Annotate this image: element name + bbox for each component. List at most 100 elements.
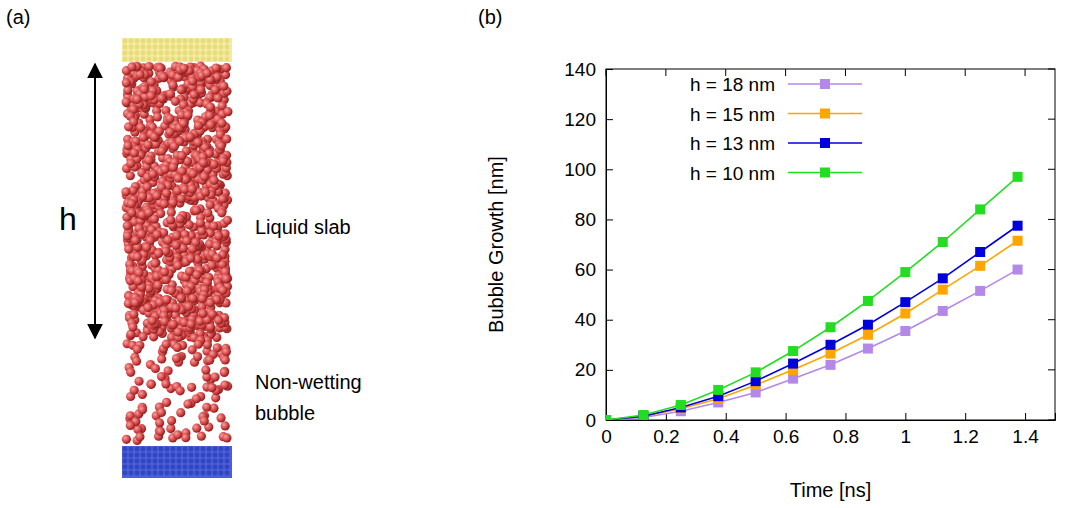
vapour-particle — [173, 430, 182, 439]
liquid-particle — [206, 102, 215, 111]
wall-atom — [189, 45, 194, 50]
y-axis-title: Bubble Growth [nm] — [485, 156, 507, 333]
liquid-particle — [160, 267, 169, 276]
wall-atom — [165, 51, 170, 56]
wall-atom — [141, 39, 146, 44]
vapour-particle — [172, 354, 181, 363]
liquid-particle — [205, 111, 214, 120]
liquid-particle — [162, 295, 171, 304]
y-tick-label: 80 — [575, 209, 596, 230]
series-marker — [606, 415, 611, 420]
substrate-atom — [213, 447, 218, 452]
x-tick-label: 0 — [601, 426, 612, 447]
y-tick-label: 140 — [564, 59, 596, 80]
vapour-particle — [221, 421, 230, 430]
x-tick: 1.2 — [952, 413, 978, 447]
liquid-particle — [175, 137, 184, 146]
y-tick: 40 — [575, 309, 613, 330]
liquid-particle — [155, 127, 164, 136]
series-marker — [863, 344, 873, 354]
wall-atom — [123, 45, 128, 50]
series-marker — [900, 308, 910, 318]
vapour-particle — [156, 427, 165, 436]
substrate-atom — [207, 447, 212, 452]
liquid-particle — [188, 244, 197, 253]
liquid-particle — [223, 107, 232, 116]
series-marker — [900, 326, 910, 336]
substrate-atom — [135, 465, 140, 470]
vapour-particle — [202, 403, 211, 412]
substrate-atom — [141, 447, 146, 452]
liquid-particle — [130, 148, 139, 157]
liquid-particle — [188, 294, 197, 303]
liquid-particle — [127, 199, 136, 208]
x-axis-line — [607, 413, 1056, 421]
substrate-atom — [171, 471, 176, 476]
panel-label: (a) — [6, 6, 30, 28]
liquid-particle — [188, 184, 197, 193]
liquid-particle — [184, 302, 193, 311]
y-tick-mark — [606, 119, 613, 120]
series-marker — [788, 374, 798, 384]
vapour-particle — [157, 354, 166, 363]
wall-atom — [171, 39, 176, 44]
x-tick: 0.6 — [773, 413, 799, 447]
substrate-atom — [177, 447, 182, 452]
substrate-atom — [141, 453, 146, 458]
vapour-particle — [155, 418, 164, 427]
x-tick-mirror — [845, 69, 846, 76]
series-marker — [606, 415, 611, 420]
x-tick-mirror — [965, 69, 966, 76]
substrate-atom — [213, 459, 218, 464]
x-tick: 0.4 — [713, 413, 740, 447]
vapour-particle — [192, 394, 201, 403]
vapour-particle — [216, 413, 225, 422]
substrate-atom — [195, 459, 200, 464]
liquid-particle — [148, 169, 157, 178]
x-tick-mark — [845, 413, 846, 420]
vapour-particle — [222, 433, 231, 442]
y-tick-mirror — [1048, 269, 1055, 270]
x-tick-mark — [726, 413, 727, 420]
substrate-atom — [201, 471, 206, 476]
wall-atom — [183, 57, 188, 62]
series-marker — [788, 359, 798, 369]
liquid-particle — [219, 81, 228, 90]
series-marker — [751, 367, 761, 377]
liquid-particle — [196, 218, 205, 227]
liquid-particle — [121, 187, 130, 196]
substrate-atom — [171, 465, 176, 470]
substrate-atom — [165, 447, 170, 452]
wall-atom — [141, 45, 146, 50]
liquid-particle — [166, 215, 175, 224]
y-tick-label: 60 — [575, 259, 596, 280]
liquid-particle — [140, 85, 149, 94]
vapour-particle — [200, 416, 209, 425]
y-tick-label: 120 — [564, 109, 596, 130]
substrate-atom — [147, 471, 152, 476]
x-tick-mark — [786, 413, 787, 420]
substrate-atom — [213, 471, 218, 476]
liquid-particle — [143, 182, 152, 191]
y-tick-mark — [606, 370, 613, 371]
liquid-particle — [222, 63, 231, 72]
x-tick-mark — [905, 413, 906, 420]
x-tick: 0.8 — [833, 413, 859, 447]
liquid-particle — [148, 316, 157, 325]
legend-label: h = 15 nm — [690, 104, 775, 125]
liquid-particle — [179, 119, 188, 128]
liquid-particle — [213, 93, 222, 102]
vapour-particle — [181, 433, 190, 442]
plot-marks — [606, 172, 1023, 420]
liquid-particle — [138, 192, 147, 201]
figure: (a)hLiquid slabNon-wettingbubble(b)00.20… — [0, 0, 1089, 508]
y-tick-mirror — [1048, 319, 1055, 320]
wall-atom — [177, 57, 182, 62]
substrate-atom — [141, 471, 146, 476]
wall-atom — [201, 39, 206, 44]
x-tick-mirror — [1025, 69, 1026, 76]
particles — [121, 62, 232, 446]
wall-atom — [153, 39, 158, 44]
vapour-particle — [176, 408, 185, 417]
wall-atom — [225, 57, 230, 62]
